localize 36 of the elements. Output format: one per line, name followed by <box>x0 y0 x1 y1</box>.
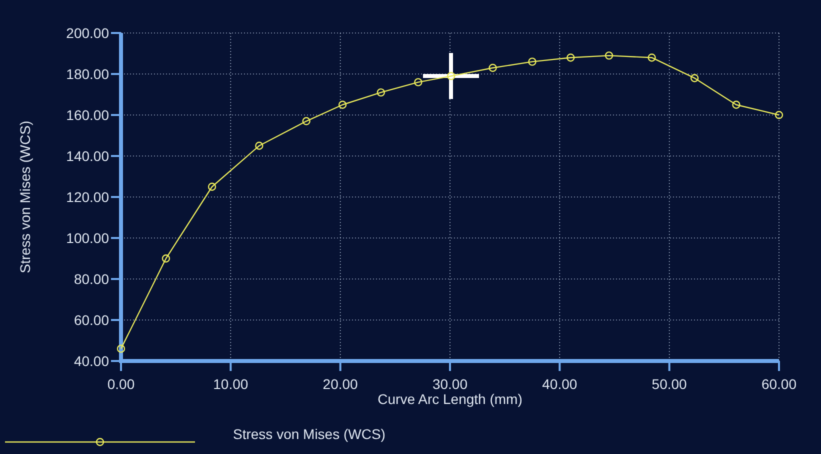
point <box>255 142 264 150</box>
y-tick-label: 160.00 <box>66 107 110 123</box>
y-tick-label: 80.00 <box>74 271 110 287</box>
point <box>566 54 575 62</box>
point <box>376 88 386 97</box>
x-tick-label: 30.00 <box>432 376 468 392</box>
x-tick-label: 40.00 <box>542 376 578 392</box>
point <box>208 182 216 191</box>
y-tick-label: 200.00 <box>66 25 110 41</box>
y-tick-label: 180.00 <box>66 66 110 82</box>
point <box>528 58 536 66</box>
point <box>302 117 310 126</box>
y-tick-label: 120.00 <box>66 189 110 205</box>
x-tick-label: 50.00 <box>652 376 688 392</box>
x-tick-label: 10.00 <box>213 376 248 392</box>
point <box>414 78 422 86</box>
point <box>774 110 784 120</box>
point <box>446 72 456 80</box>
x-axis-title: Curve Arc Length (mm) <box>378 391 522 407</box>
y-axis-title: Stress von Mises (WCS) <box>17 120 33 274</box>
point <box>116 344 126 353</box>
point <box>648 54 656 62</box>
point <box>162 254 170 263</box>
point <box>338 100 347 109</box>
point <box>732 100 740 109</box>
y-tick-label: 60.00 <box>74 312 110 328</box>
text: Stress von Mises (WCS) <box>233 426 386 442</box>
y-tick-label: 140.00 <box>66 148 110 164</box>
point <box>488 64 497 72</box>
y-tick-label: 100.00 <box>66 230 110 246</box>
point <box>604 51 614 60</box>
y-tick-label: 40.00 <box>74 353 110 369</box>
x-tick-label: 20.00 <box>322 376 358 392</box>
x-tick-label: 0.00 <box>107 376 135 392</box>
x-tick-label: 60.00 <box>761 376 797 392</box>
point <box>690 74 699 82</box>
